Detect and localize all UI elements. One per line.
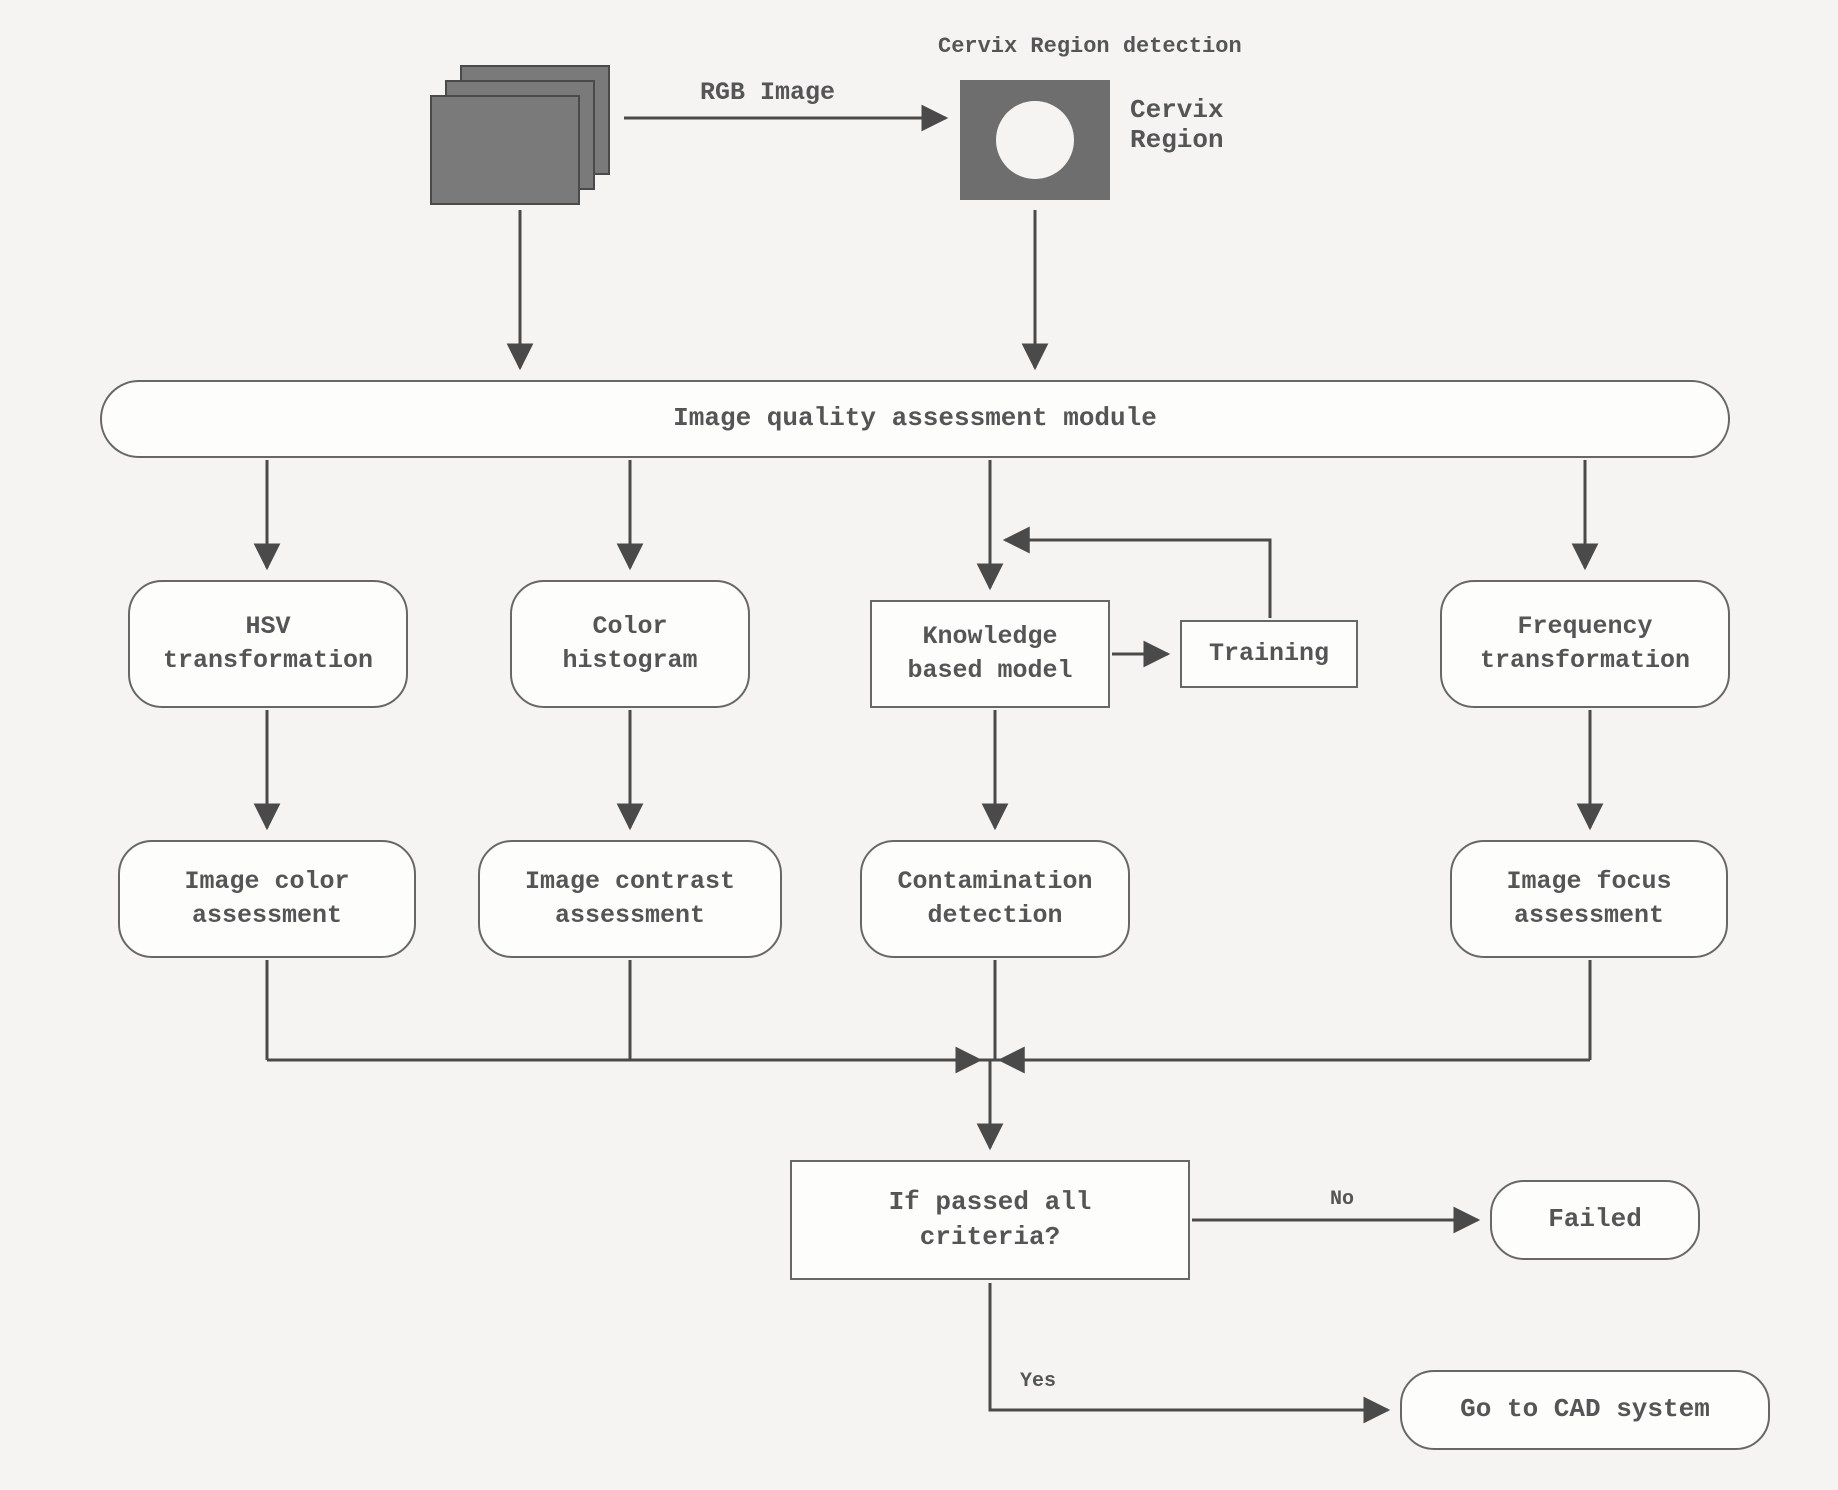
node-failed: Failed (1490, 1180, 1700, 1260)
input-images-icon (430, 65, 610, 205)
cervix-detection-title: Cervix Region detection (938, 34, 1242, 59)
node-cad: Go to CAD system (1400, 1370, 1770, 1450)
node-contamination: Contamination detection (860, 840, 1130, 958)
node-iqa: Image quality assessment module (100, 380, 1730, 458)
cervix-region-icon (960, 80, 1110, 200)
no-label: No (1330, 1188, 1354, 1211)
node-contrast_assess: Image contrast assessment (478, 840, 782, 958)
node-hsv: HSV transformation (128, 580, 408, 708)
node-color_assess: Image color assessment (118, 840, 416, 958)
node-focus_assess: Image focus assessment (1450, 840, 1728, 958)
node-color_hist: Color histogram (510, 580, 750, 708)
rgb-image-label: RGB Image (700, 78, 835, 107)
node-training: Training (1180, 620, 1358, 688)
node-knowledge: Knowledge based model (870, 600, 1110, 708)
flowchart-canvas: Cervix Region detection Cervix Region RG… (0, 0, 1838, 1490)
cervix-region-label: Cervix Region (1130, 95, 1224, 155)
node-freq: Frequency transformation (1440, 580, 1730, 708)
yes-label: Yes (1020, 1370, 1056, 1393)
node-decision: If passed all criteria? (790, 1160, 1190, 1280)
